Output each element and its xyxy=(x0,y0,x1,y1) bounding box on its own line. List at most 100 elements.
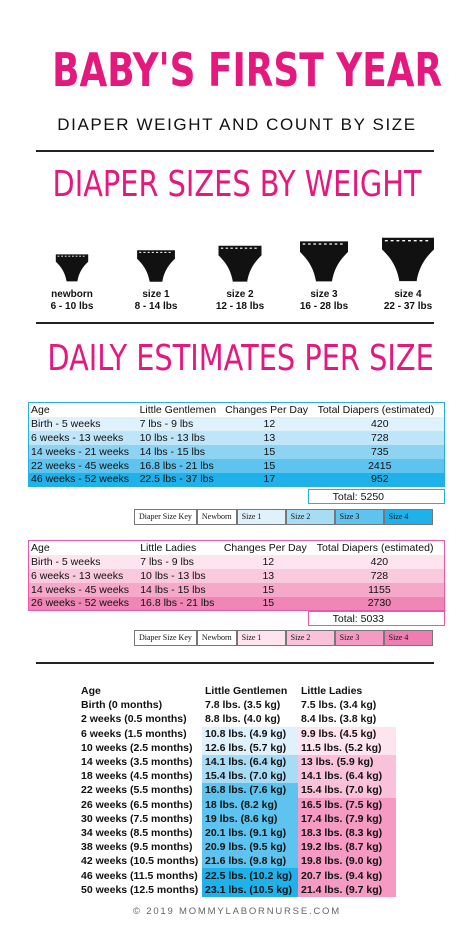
cell-ladies-weight: 20.7 lbs. (9.4 kg) xyxy=(298,868,396,883)
cell-changes: 15 xyxy=(263,459,276,472)
diaper-sizes-row: newborn 6 - 10 lbs size 1 8 - 14 lbs siz… xyxy=(30,232,450,312)
table-header-row: Age Little Gentlemen Little Ladies xyxy=(78,684,396,698)
cell-age: 46 weeks (11.5 months) xyxy=(81,869,198,882)
cell-age: 30 weeks (7.5 months) xyxy=(81,812,193,825)
table-row: 18 weeks (4.5 months) 15.4 lbs. (7.0 kg) 1… xyxy=(78,769,396,784)
cell-total: 728 xyxy=(371,431,389,444)
cell-weight: 14 lbs - 15 lbs xyxy=(139,445,205,458)
cell-age: 34 weeks (8.5 months) xyxy=(81,826,193,839)
size-range: 8 - 14 lbs xyxy=(134,301,178,312)
cell-age: 22 weeks - 45 weeks xyxy=(31,459,130,472)
header-changes: Changes Per Day xyxy=(225,403,309,416)
size-range: 16 - 28 lbs xyxy=(299,301,349,312)
cell-age: 2 weeks (0.5 months) xyxy=(81,713,187,726)
cell-changes: 12 xyxy=(262,555,275,568)
divider xyxy=(36,150,434,152)
size-key-pink: Diaper Size Key Newborn Size 1 Size 2 Si… xyxy=(134,630,433,646)
ladies-total: Total: 5033 xyxy=(308,611,445,626)
gentlemen-total: Total: 5250 xyxy=(308,489,445,504)
cell-age: 6 weeks - 13 weeks xyxy=(31,431,124,444)
cell-gentlemen-weight: 21.6 lbs. (9.8 kg) xyxy=(202,854,298,869)
table-row: 6 weeks (1.5 months) 10.8 lbs. (4.9 kg) 9.… xyxy=(78,726,396,741)
header-total: Total Diapers (estimated) xyxy=(317,403,435,416)
cell-weight: 10 lbs - 13 lbs xyxy=(139,431,205,444)
header-age: Age xyxy=(31,541,50,554)
header-weight: Little Gentlemen xyxy=(139,403,217,416)
table-row: 14 weeks - 45 weeks 14 lbs - 15 lbs 15 1… xyxy=(28,582,445,597)
size-key-newborn: Newborn xyxy=(196,509,237,525)
size-key-label: Diaper Size Key xyxy=(134,509,197,525)
cell-age: 38 weeks (9.5 months) xyxy=(81,841,193,854)
cell-changes: 12 xyxy=(263,417,276,430)
cell-total: 728 xyxy=(370,569,389,582)
cell-ladies-weight: 21.4 lbs. (9.7 kg) xyxy=(298,882,396,897)
size-range: 12 - 18 lbs xyxy=(215,301,265,312)
table-header-row: Age Little Ladies Changes Per Day Total … xyxy=(29,541,445,555)
cell-total: 420 xyxy=(370,555,389,568)
cell-ladies-weight: 19.2 lbs. (8.7 kg) xyxy=(298,840,396,855)
estimates-section-title: DAILY ESTIMATES PER SIZE xyxy=(47,338,434,379)
cell-total: 420 xyxy=(371,417,389,430)
table-row: 46 weeks (11.5 months) 22.5 lbs. (10.2 kg… xyxy=(78,868,396,883)
sizes-section-title: DIAPER SIZES BY WEIGHT xyxy=(52,164,422,205)
size-key-1: Size 1 xyxy=(236,509,286,525)
cell-ladies-weight: 16.5 lbs. (7.5 kg) xyxy=(298,797,396,812)
cell-ladies-weight: 9.9 lbs. (4.5 kg) xyxy=(298,726,396,741)
cell-age: 18 weeks (4.5 months) xyxy=(81,770,193,783)
table-row: 30 weeks (7.5 months) 19 lbs. (8.6 kg) 17.… xyxy=(78,811,396,826)
cell-age: 26 weeks (6.5 months) xyxy=(81,798,193,811)
cell-changes: 15 xyxy=(262,597,275,610)
cell-ladies-weight: 7.5 lbs. (3.4 kg) xyxy=(298,698,396,713)
weight-by-age-table: Age Little Gentlemen Little Ladies Birth… xyxy=(78,684,396,897)
cell-total: 2730 xyxy=(367,597,392,610)
table-row: 38 weeks (9.5 months) 20.9 lbs. (9.5 kg) 1… xyxy=(78,840,396,855)
header-age: Age xyxy=(81,685,101,698)
cell-age: 46 weeks - 52 weeks xyxy=(31,473,130,486)
cell-ladies-weight: 14.1 lbs. (6.4 kg) xyxy=(298,769,396,784)
table-row: 10 weeks (2.5 months) 12.6 lbs. (5.7 kg) 1… xyxy=(78,740,396,755)
cell-changes: 15 xyxy=(263,445,276,458)
table-row: 14 weeks (3.5 months) 14.1 lbs. (6.4 kg) 1… xyxy=(78,754,396,770)
divider xyxy=(36,322,434,324)
size-key-4: Size 4 xyxy=(383,509,433,525)
cell-ladies-weight: 15.4 lbs. (7.0 kg) xyxy=(298,783,396,798)
cell-changes: 13 xyxy=(263,431,276,444)
cell-weight: 14 lbs - 15 lbs xyxy=(140,583,206,596)
size-name: size 3 xyxy=(310,289,338,300)
size-item-4: size 4 22 - 37 lbs xyxy=(366,232,450,313)
diaper-icon xyxy=(218,245,262,282)
size-item-newborn: newborn 6 - 10 lbs xyxy=(30,232,114,313)
table-row: 26 weeks (6.5 months) 18 lbs. (8.2 kg) 16.… xyxy=(78,797,396,812)
table-row: 34 weeks (8.5 months) 20.1 lbs. (9.1 kg) 1… xyxy=(78,825,396,841)
cell-total: 2415 xyxy=(368,459,392,472)
cell-age: 14 weeks - 21 weeks xyxy=(31,445,130,458)
table-row: 50 weeks (12.5 months) 23.1 lbs. (10.5 kg… xyxy=(78,882,396,897)
cell-age: 6 weeks (1.5 months) xyxy=(81,727,187,740)
size-key-blue: Diaper Size Key Newborn Size 1 Size 2 Si… xyxy=(134,509,433,525)
cell-weight: 7 lbs - 9 lbs xyxy=(140,555,194,568)
cell-age: Birth - 5 weeks xyxy=(31,417,101,430)
divider xyxy=(36,662,434,664)
page-subtitle: DIAPER WEIGHT AND COUNT BY SIZE xyxy=(57,115,417,134)
cell-ladies-weight: 13 lbs. (5.9 kg) xyxy=(298,754,396,770)
cell-gentlemen-weight: 12.6 lbs. (5.7 kg) xyxy=(202,740,298,755)
gentlemen-estimates-table: Age Little Gentlemen Changes Per Day Tot… xyxy=(28,402,445,487)
table-row: 26 weeks - 52 weeks 16.8 lbs - 21 lbs 15… xyxy=(28,596,445,611)
cell-gentlemen-weight: 19 lbs. (8.6 kg) xyxy=(202,811,298,826)
size-name: size 1 xyxy=(142,289,170,300)
table-row: 46 weeks - 52 weeks 22.5 lbs - 37 lbs 17… xyxy=(28,472,445,487)
header-gentlemen: Little Gentlemen xyxy=(205,685,288,698)
table-row: Birth - 5 weeks 7 lbs - 9 lbs 12 420 xyxy=(28,554,445,569)
cell-age: 42 weeks (10.5 months) xyxy=(81,855,199,868)
table-row: 22 weeks (5.5 months) 16.8 lbs. (7.6 kg) 1… xyxy=(78,783,396,798)
table-row: Birth - 5 weeks 7 lbs - 9 lbs 12 420 xyxy=(28,416,445,431)
cell-weight: 22.5 lbs - 37 lbs xyxy=(139,473,214,486)
cell-age: 26 weeks - 52 weeks xyxy=(31,597,130,610)
table-row: 6 weeks - 13 weeks 10 lbs - 13 lbs 13 72… xyxy=(28,430,445,445)
size-key-1: Size 1 xyxy=(236,630,286,646)
cell-total: 952 xyxy=(371,473,389,486)
table-row: Birth (0 months) 7.8 lbs. (3.5 kg) 7.5 lbs… xyxy=(78,698,396,713)
cell-weight: 7 lbs - 9 lbs xyxy=(139,417,194,430)
cell-age: Birth (0 months) xyxy=(81,699,163,712)
size-item-1: size 1 8 - 14 lbs xyxy=(114,232,198,313)
